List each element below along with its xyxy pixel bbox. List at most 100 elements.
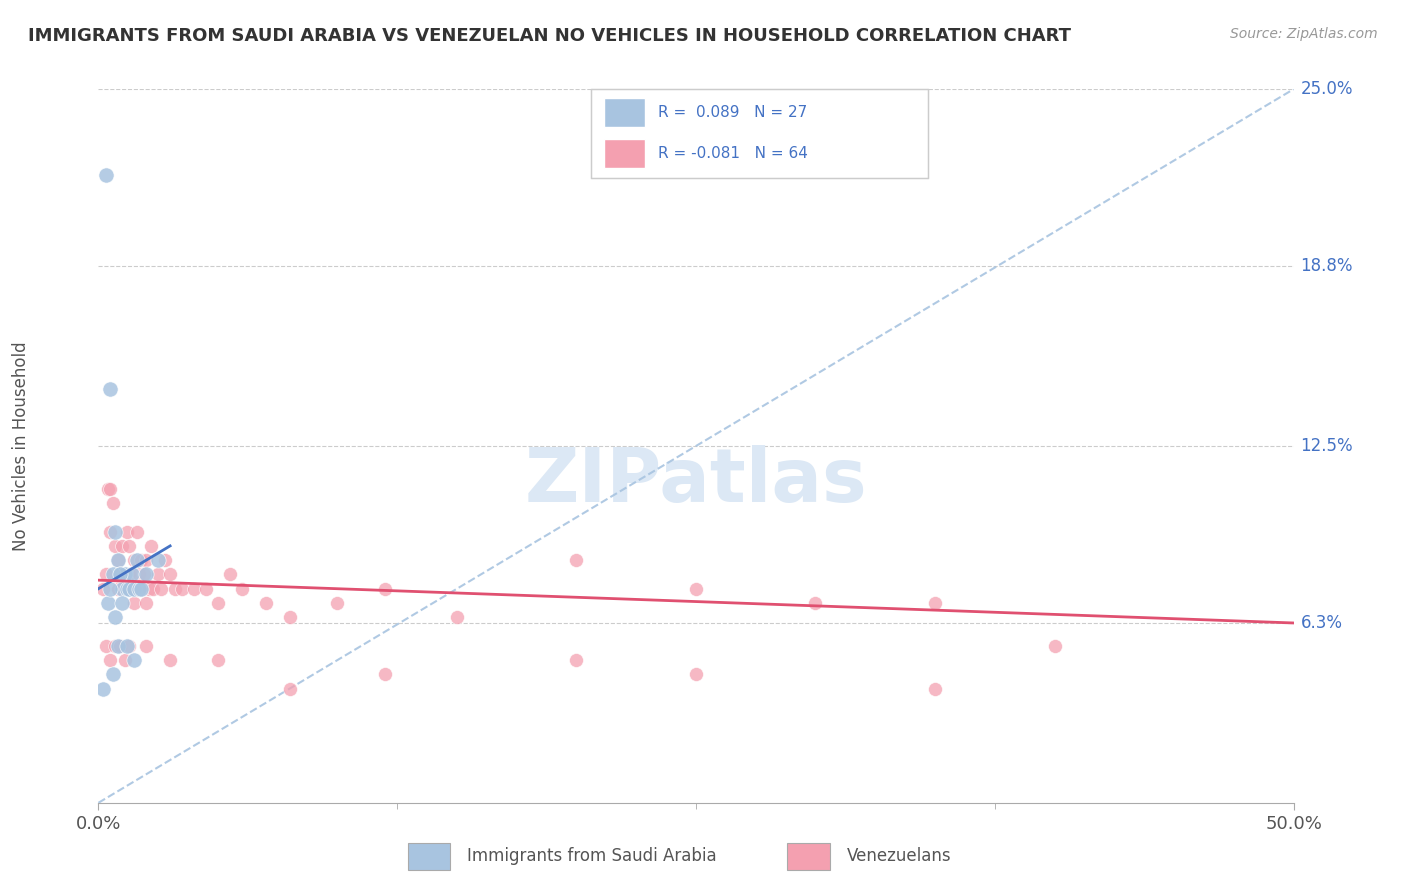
Point — [565, 553, 588, 567]
Point — [446, 610, 468, 624]
Point — [135, 567, 157, 582]
Point — [115, 582, 138, 596]
Point — [114, 653, 136, 667]
Bar — [605, 139, 644, 168]
Point — [124, 653, 146, 667]
Point — [94, 168, 117, 182]
Point — [131, 582, 153, 596]
Point — [121, 567, 143, 582]
Point — [148, 567, 170, 582]
Point — [108, 567, 131, 582]
Point — [107, 553, 129, 567]
Point — [111, 582, 134, 596]
Point — [115, 524, 138, 539]
Point — [124, 596, 146, 610]
Point — [142, 582, 165, 596]
Point — [135, 553, 157, 567]
Point — [254, 596, 277, 610]
Point — [111, 596, 134, 610]
Text: IMMIGRANTS FROM SAUDI ARABIA VS VENEZUELAN NO VEHICLES IN HOUSEHOLD CORRELATION : IMMIGRANTS FROM SAUDI ARABIA VS VENEZUEL… — [28, 27, 1071, 45]
Point — [125, 524, 148, 539]
Point — [108, 639, 131, 653]
Point — [565, 653, 588, 667]
Point — [98, 653, 122, 667]
Bar — [605, 98, 644, 127]
Point — [104, 539, 127, 553]
Point — [128, 582, 150, 596]
Bar — [408, 843, 450, 870]
Point — [108, 567, 131, 582]
Text: 6.3%: 6.3% — [1301, 614, 1343, 632]
Point — [104, 524, 127, 539]
Point — [326, 596, 349, 610]
Point — [97, 482, 120, 496]
Point — [101, 667, 124, 681]
Point — [91, 582, 114, 596]
Point — [98, 582, 122, 596]
Text: No Vehicles in Household: No Vehicles in Household — [13, 341, 30, 551]
Point — [104, 610, 127, 624]
Point — [98, 524, 122, 539]
Point — [804, 596, 827, 610]
Point — [183, 582, 205, 596]
Text: Venezuelans: Venezuelans — [846, 847, 950, 865]
Point — [94, 567, 117, 582]
Point — [207, 653, 229, 667]
Point — [135, 596, 157, 610]
Point — [924, 596, 946, 610]
Point — [101, 496, 124, 510]
Point — [108, 567, 131, 582]
Point — [98, 382, 122, 396]
Point — [107, 582, 129, 596]
Text: R =  0.089   N = 27: R = 0.089 N = 27 — [658, 105, 807, 120]
Point — [107, 553, 129, 567]
Point — [114, 567, 136, 582]
Bar — [787, 843, 830, 870]
Point — [374, 667, 396, 681]
Point — [149, 582, 172, 596]
Point — [98, 482, 122, 496]
Point — [194, 582, 217, 596]
Point — [924, 681, 946, 696]
Point — [121, 582, 143, 596]
Point — [118, 567, 141, 582]
Text: ZIPatlas: ZIPatlas — [524, 445, 868, 518]
Point — [148, 553, 170, 567]
Point — [138, 582, 160, 596]
Text: 25.0%: 25.0% — [1301, 80, 1353, 98]
Point — [104, 639, 127, 653]
Text: R = -0.081   N = 64: R = -0.081 N = 64 — [658, 146, 808, 161]
Point — [159, 653, 181, 667]
Text: Immigrants from Saudi Arabia: Immigrants from Saudi Arabia — [467, 847, 717, 865]
Point — [118, 539, 141, 553]
Point — [219, 567, 242, 582]
Point — [91, 681, 114, 696]
Point — [172, 582, 194, 596]
Text: Source: ZipAtlas.com: Source: ZipAtlas.com — [1230, 27, 1378, 41]
Point — [155, 553, 177, 567]
Point — [124, 582, 146, 596]
Point — [128, 567, 150, 582]
Point — [135, 639, 157, 653]
Point — [118, 639, 141, 653]
Point — [231, 582, 253, 596]
Point — [131, 553, 153, 567]
Text: 18.8%: 18.8% — [1301, 257, 1353, 275]
Point — [111, 582, 134, 596]
Point — [97, 596, 120, 610]
Point — [1043, 639, 1066, 653]
Point — [159, 567, 181, 582]
Point — [278, 610, 301, 624]
Point — [278, 681, 301, 696]
Point — [163, 582, 186, 596]
Point — [115, 639, 138, 653]
Point — [124, 553, 146, 567]
Point — [125, 553, 148, 567]
Point — [132, 567, 155, 582]
Point — [94, 639, 117, 653]
Point — [111, 539, 134, 553]
Text: 12.5%: 12.5% — [1301, 437, 1353, 455]
Point — [118, 582, 141, 596]
Point — [207, 596, 229, 610]
Point — [114, 582, 136, 596]
